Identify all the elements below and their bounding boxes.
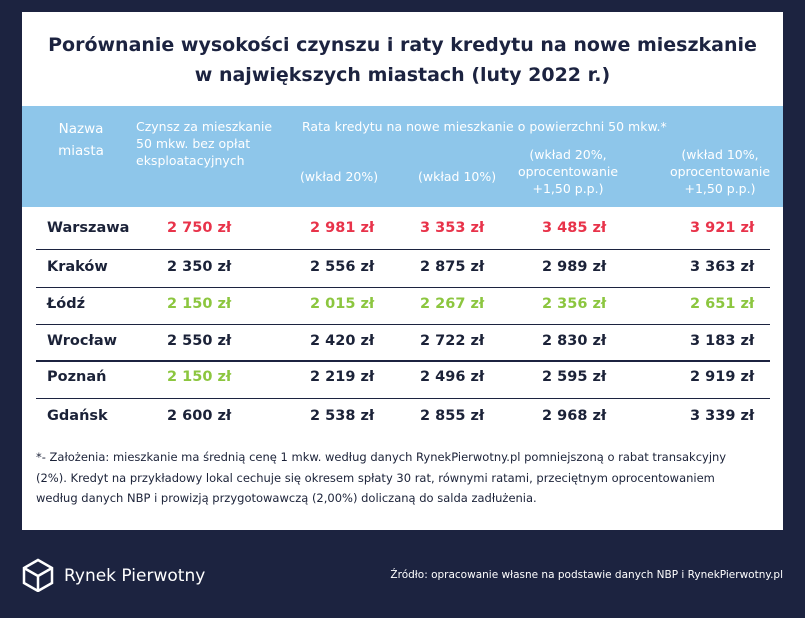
value-cell: 2 919 zł <box>690 369 755 385</box>
value-cell: 2 556 zł <box>310 259 375 275</box>
value-cell: 2 722 zł <box>420 333 485 349</box>
header-cell: Nazwa miasta <box>58 121 104 159</box>
value-cell: 2 981 zł <box>310 220 375 236</box>
header-cell: (wkład 10%, oprocentowanie +1,50 p.p.) <box>669 147 771 196</box>
header-cell: (wkład 10%) <box>418 169 497 184</box>
value-cell: 2 150 zł <box>167 296 232 312</box>
value-cell: 2 875 zł <box>420 259 485 275</box>
value-cell: 2 651 zł <box>690 296 755 312</box>
value-cell: 2 350 zł <box>167 259 232 275</box>
value-cell: 2 356 zł <box>542 296 607 312</box>
city-cell: Gdańsk <box>47 408 108 424</box>
value-cell: 2 750 zł <box>167 220 232 236</box>
footnote: według danych NBP i prowizją przygotowaw… <box>36 491 537 505</box>
row-divider <box>36 397 770 399</box>
table-header: Nazwa miasta Czynsz za mieszkanie 50 mkw… <box>22 106 783 207</box>
value-cell: 2 015 zł <box>310 296 375 312</box>
value-cell: 2 855 zł <box>420 408 485 424</box>
logo-icon <box>22 558 54 592</box>
city-cell: Wrocław <box>47 333 118 349</box>
value-cell: 3 353 zł <box>420 220 485 236</box>
header-cell: Rata kredytu na nowe mieszkanie o powier… <box>302 119 667 134</box>
value-cell: 3 921 zł <box>690 220 755 236</box>
value-cell: 3 183 zł <box>690 333 755 349</box>
value-cell: 2 550 zł <box>167 333 232 349</box>
row-divider <box>36 323 770 325</box>
value-cell: 2 267 zł <box>420 296 485 312</box>
value-cell: 2 968 zł <box>542 408 607 424</box>
footnote: (2%). Kredyt na przykładowy lokal cechuj… <box>36 471 715 485</box>
value-cell: 2 595 zł <box>542 369 607 385</box>
title: w największych miastach (luty 2022 r.) <box>194 64 611 86</box>
value-cell: 2 496 zł <box>420 369 485 385</box>
value-cell: 3 339 zł <box>690 408 755 424</box>
value-cell: 2 150 zł <box>167 369 232 385</box>
value-cell: 2 538 zł <box>310 408 375 424</box>
value-cell: 2 989 zł <box>542 259 607 275</box>
value-cell: 3 485 zł <box>542 220 607 236</box>
row-divider <box>36 248 770 250</box>
row-divider <box>36 286 770 288</box>
city-cell: Kraków <box>47 259 108 275</box>
city-cell: Warszawa <box>47 220 130 236</box>
city-cell: Poznań <box>47 369 107 385</box>
title: Porównanie wysokości czynszu i raty kred… <box>48 34 757 56</box>
city-cell: Łódź <box>47 296 86 312</box>
header-cell: Czynsz za mieszkanie 50 mkw. bez opłat e… <box>136 119 273 168</box>
row-divider <box>36 360 770 362</box>
value-cell: 2 600 zł <box>167 408 232 424</box>
footnote: *- Założenia: mieszkanie ma średnią cenę… <box>36 450 727 464</box>
value-cell: 2 219 zł <box>310 369 375 385</box>
value-cell: 3 363 zł <box>690 259 755 275</box>
header-cell: (wkład 20%) <box>300 169 379 184</box>
brand: Rynek Pierwotny <box>64 566 206 586</box>
card: Porównanie wysokości czynszu i raty kred… <box>22 12 783 530</box>
value-cell: 2 830 zł <box>542 333 607 349</box>
value-cell: 2 420 zł <box>310 333 375 349</box>
source: Źródło: opracowanie własne na podstawie … <box>390 569 783 581</box>
header-cell: (wkład 20%, oprocentowanie +1,50 p.p.) <box>517 147 619 196</box>
